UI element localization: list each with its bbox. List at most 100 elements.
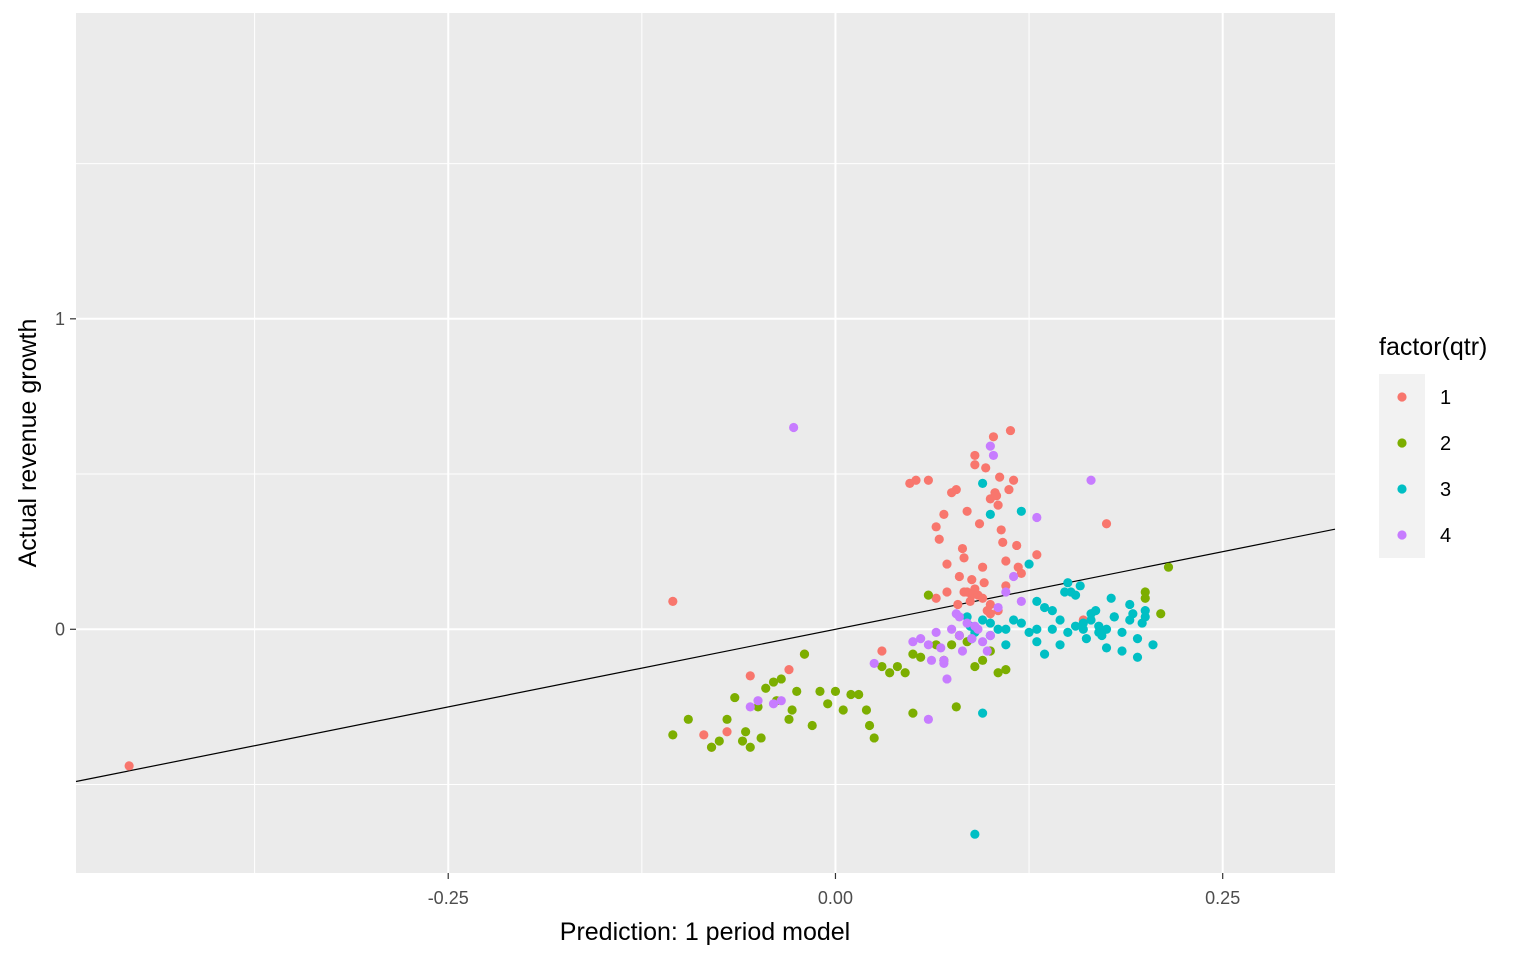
data-point-qtr-2 xyxy=(714,736,724,746)
data-point-qtr-4 xyxy=(962,618,972,628)
data-point-qtr-2 xyxy=(737,736,748,746)
y-tick-label: 1 xyxy=(55,309,65,329)
y-axis-title: Actual revenue growth xyxy=(14,319,42,568)
data-point-qtr-3 xyxy=(1032,624,1042,634)
data-point-qtr-2 xyxy=(900,668,910,678)
data-point-qtr-2 xyxy=(864,720,875,731)
data-point-qtr-3 xyxy=(1024,627,1034,637)
data-point-qtr-1 xyxy=(699,730,709,740)
legend-key-qtr-2 xyxy=(1397,438,1407,448)
data-point-qtr-4 xyxy=(923,640,933,650)
data-point-qtr-2 xyxy=(741,727,751,737)
data-points xyxy=(124,422,1174,839)
legend-label-qtr-1: 1 xyxy=(1440,387,1451,409)
data-point-qtr-3 xyxy=(1008,615,1019,625)
x-tick-label: 0.25 xyxy=(1205,888,1240,908)
data-point-qtr-2 xyxy=(807,720,817,731)
data-point-qtr-3 xyxy=(1055,640,1065,650)
data-point-qtr-4 xyxy=(745,702,755,712)
data-point-qtr-4 xyxy=(908,637,918,647)
data-point-qtr-3 xyxy=(1063,578,1073,588)
data-point-qtr-1 xyxy=(998,537,1008,547)
data-point-qtr-3 xyxy=(1081,633,1091,644)
data-point-qtr-4 xyxy=(1001,587,1011,597)
data-point-qtr-2 xyxy=(951,702,961,712)
data-point-qtr-2 xyxy=(784,714,794,724)
data-point-qtr-1 xyxy=(668,596,678,606)
data-point-qtr-4 xyxy=(1086,475,1096,485)
data-point-qtr-3 xyxy=(985,509,995,520)
data-point-qtr-3 xyxy=(1086,615,1096,625)
data-point-qtr-1 xyxy=(784,665,794,675)
data-point-qtr-4 xyxy=(923,714,933,724)
x-axis-title: Prediction: 1 period model xyxy=(560,918,850,946)
data-point-qtr-4 xyxy=(768,699,779,709)
data-point-qtr-3 xyxy=(1001,640,1011,650)
data-point-qtr-1 xyxy=(722,727,732,737)
legend-label-qtr-2: 2 xyxy=(1440,433,1451,455)
data-point-qtr-2 xyxy=(761,683,771,693)
data-point-qtr-1 xyxy=(962,506,972,516)
data-point-qtr-2 xyxy=(947,640,957,650)
data-point-qtr-2 xyxy=(923,590,933,600)
data-point-qtr-3 xyxy=(1047,624,1057,634)
data-point-qtr-1 xyxy=(959,553,969,563)
data-point-qtr-4 xyxy=(1016,596,1026,606)
data-point-qtr-1 xyxy=(978,593,988,603)
data-point-qtr-1 xyxy=(993,500,1003,510)
data-point-qtr-4 xyxy=(985,630,995,641)
data-point-qtr-3 xyxy=(1055,615,1065,625)
data-point-qtr-2 xyxy=(861,705,872,715)
minor-gridlines xyxy=(76,13,1335,873)
data-point-qtr-2 xyxy=(1163,562,1174,572)
data-point-qtr-2 xyxy=(838,705,848,715)
data-point-qtr-3 xyxy=(1132,652,1143,662)
data-point-qtr-4 xyxy=(942,674,952,684)
data-point-qtr-3 xyxy=(1106,593,1116,603)
data-point-qtr-3 xyxy=(1039,649,1050,659)
data-point-qtr-2 xyxy=(908,649,918,659)
data-point-qtr-4 xyxy=(947,624,957,634)
data-point-qtr-3 xyxy=(1078,624,1088,634)
data-point-qtr-2 xyxy=(792,686,802,696)
data-point-qtr-3 xyxy=(1016,618,1026,628)
data-point-qtr-1 xyxy=(1004,484,1014,495)
data-point-qtr-1 xyxy=(934,534,944,544)
data-point-qtr-1 xyxy=(923,475,933,485)
data-point-qtr-2 xyxy=(869,733,879,743)
data-point-qtr-3 xyxy=(970,829,980,839)
data-point-qtr-2 xyxy=(776,674,786,684)
data-point-qtr-3 xyxy=(1101,643,1112,653)
data-point-qtr-1 xyxy=(970,450,980,461)
data-point-qtr-2 xyxy=(823,699,833,709)
data-point-qtr-4 xyxy=(957,646,968,656)
data-point-qtr-3 xyxy=(1075,581,1085,591)
data-point-qtr-2 xyxy=(756,733,766,743)
data-point-qtr-3 xyxy=(1132,633,1143,644)
data-point-qtr-2 xyxy=(846,689,856,700)
data-point-qtr-4 xyxy=(789,422,799,433)
data-point-qtr-1 xyxy=(124,761,134,771)
data-point-qtr-1 xyxy=(1012,540,1022,551)
data-point-qtr-4 xyxy=(973,624,983,634)
data-point-qtr-3 xyxy=(1024,559,1034,569)
data-point-qtr-3 xyxy=(1001,624,1011,634)
data-point-qtr-3 xyxy=(1125,615,1135,625)
legend-title: factor(qtr) xyxy=(1379,333,1487,361)
data-point-qtr-1 xyxy=(988,432,999,442)
data-point-qtr-4 xyxy=(776,696,786,706)
y-tick-label: 0 xyxy=(55,619,65,639)
data-point-qtr-3 xyxy=(985,618,995,628)
data-point-qtr-2 xyxy=(908,708,918,718)
data-point-qtr-2 xyxy=(916,652,926,662)
data-point-qtr-1 xyxy=(1001,556,1011,566)
data-point-qtr-3 xyxy=(978,708,988,718)
data-point-qtr-2 xyxy=(1140,593,1150,603)
data-point-qtr-1 xyxy=(995,472,1005,482)
data-point-qtr-1 xyxy=(745,671,755,681)
data-point-qtr-2 xyxy=(799,649,810,659)
data-point-qtr-3 xyxy=(1016,506,1026,516)
data-point-qtr-4 xyxy=(916,633,926,644)
data-point-qtr-4 xyxy=(985,441,995,451)
